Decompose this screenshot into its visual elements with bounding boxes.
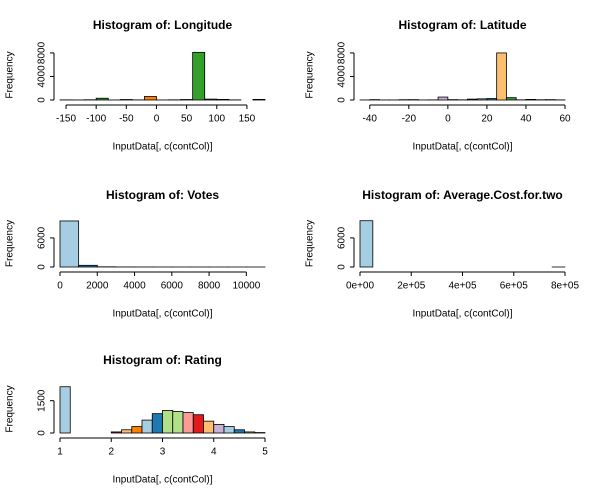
x-tick-label: 8e+05: [551, 281, 580, 292]
x-tick-label: -40: [363, 114, 378, 125]
histogram-bar: [466, 98, 478, 101]
y-tick-label: 0: [337, 264, 348, 270]
histogram-bar: [95, 97, 109, 101]
panel-title: Histogram of: Votes: [106, 188, 219, 202]
histogram-bar: [213, 423, 225, 434]
x-tick-label: 3: [160, 447, 166, 458]
panel-title: Histogram of: Latitude: [399, 18, 527, 32]
x-axis-label: InputData[, c(contCol)]: [412, 309, 512, 320]
x-tick-label: 50: [181, 114, 193, 125]
x-tick-label: 150: [239, 114, 256, 125]
panel-title: Histogram of: Average.Cost.for.two: [362, 188, 562, 202]
y-axis-label: Frequency: [305, 220, 316, 267]
y-tick-label: 4000: [337, 65, 348, 88]
histogram-bar: [162, 409, 174, 434]
x-tick-label: 4e+05: [448, 281, 477, 292]
x-tick-label: 0: [445, 114, 451, 125]
x-tick-label: 6000: [161, 281, 184, 292]
histogram-bar: [437, 96, 449, 101]
y-axis-label: Frequency: [5, 385, 16, 432]
histogram-bar: [192, 414, 204, 434]
histogram-bar: [252, 99, 266, 101]
histogram-bar: [144, 96, 157, 101]
histogram-bar: [223, 426, 235, 434]
y-tick-label: 6000: [337, 226, 348, 249]
histogram-bar: [192, 51, 206, 101]
x-tick-label: 2e+05: [397, 281, 426, 292]
y-tick-label: 1500: [37, 389, 48, 412]
histogram-bar: [476, 98, 488, 101]
y-axis-label: Frequency: [305, 51, 316, 98]
histogram-bar: [525, 99, 537, 101]
histogram-bar: [182, 412, 194, 434]
y-tick-label: 0: [37, 264, 48, 270]
x-tick-label: 60: [559, 114, 571, 125]
x-tick-label: 8000: [198, 281, 221, 292]
x-tick-label: -150: [56, 114, 76, 125]
x-tick-label: -50: [119, 114, 134, 125]
x-axis-label: InputData[, c(contCol)]: [112, 142, 212, 153]
y-tick-label: 8000: [37, 41, 48, 64]
y-tick-label: 8000: [337, 41, 348, 64]
x-tick-label: 2000: [86, 281, 109, 292]
histogram-bar: [204, 98, 218, 101]
histogram-bar: [78, 264, 98, 268]
y-tick-label: 0: [37, 97, 48, 103]
y-tick-label: 0: [337, 97, 348, 103]
x-axis-label: InputData[, c(contCol)]: [112, 309, 212, 320]
x-tick-label: 6e+05: [500, 281, 529, 292]
x-tick-label: 0e+00: [346, 281, 375, 292]
x-tick-label: -100: [86, 114, 106, 125]
histogram-bar: [244, 431, 256, 434]
histogram-bar: [151, 413, 163, 434]
x-axis-label: InputData[, c(contCol)]: [112, 475, 212, 486]
histogram-bar: [496, 52, 507, 101]
histogram-bar: [359, 220, 374, 268]
x-tick-label: 5: [262, 447, 268, 458]
histogram-bar: [486, 98, 498, 101]
y-axis-label: Frequency: [5, 220, 16, 267]
y-tick-label: 6000: [37, 226, 48, 249]
x-tick-label: -20: [402, 114, 417, 125]
y-axis-label: Frequency: [5, 51, 16, 98]
x-tick-label: 20: [481, 114, 493, 125]
x-tick-label: 100: [208, 114, 225, 125]
panel-title: Histogram of: Rating: [103, 353, 222, 367]
panel-title: Histogram of: Longitude: [93, 18, 233, 32]
histogram-bar: [131, 426, 143, 434]
x-tick-label: 40: [520, 114, 532, 125]
x-tick-label: 4: [211, 447, 217, 458]
histogram-bar: [506, 97, 517, 101]
x-tick-label: 2: [108, 447, 114, 458]
y-tick-label: 0: [37, 430, 48, 436]
histogram-bar: [216, 99, 230, 101]
y-tick-label: 4000: [37, 65, 48, 88]
histogram-bar: [141, 419, 153, 434]
x-tick-label: 4000: [123, 281, 146, 292]
histogram-bar: [110, 431, 122, 434]
x-tick-label: 10000: [232, 281, 260, 292]
histogram-bar: [59, 220, 80, 268]
histogram-bar: [233, 429, 245, 434]
x-tick-label: 1: [57, 447, 63, 458]
histogram-bar: [203, 420, 215, 434]
x-axis-label: InputData[, c(contCol)]: [412, 142, 512, 153]
histogram-bar: [121, 429, 133, 434]
x-tick-label: 0: [154, 114, 160, 125]
x-tick-label: 0: [57, 281, 63, 292]
histogram-bar: [172, 411, 184, 434]
histogram-bar: [59, 386, 71, 434]
